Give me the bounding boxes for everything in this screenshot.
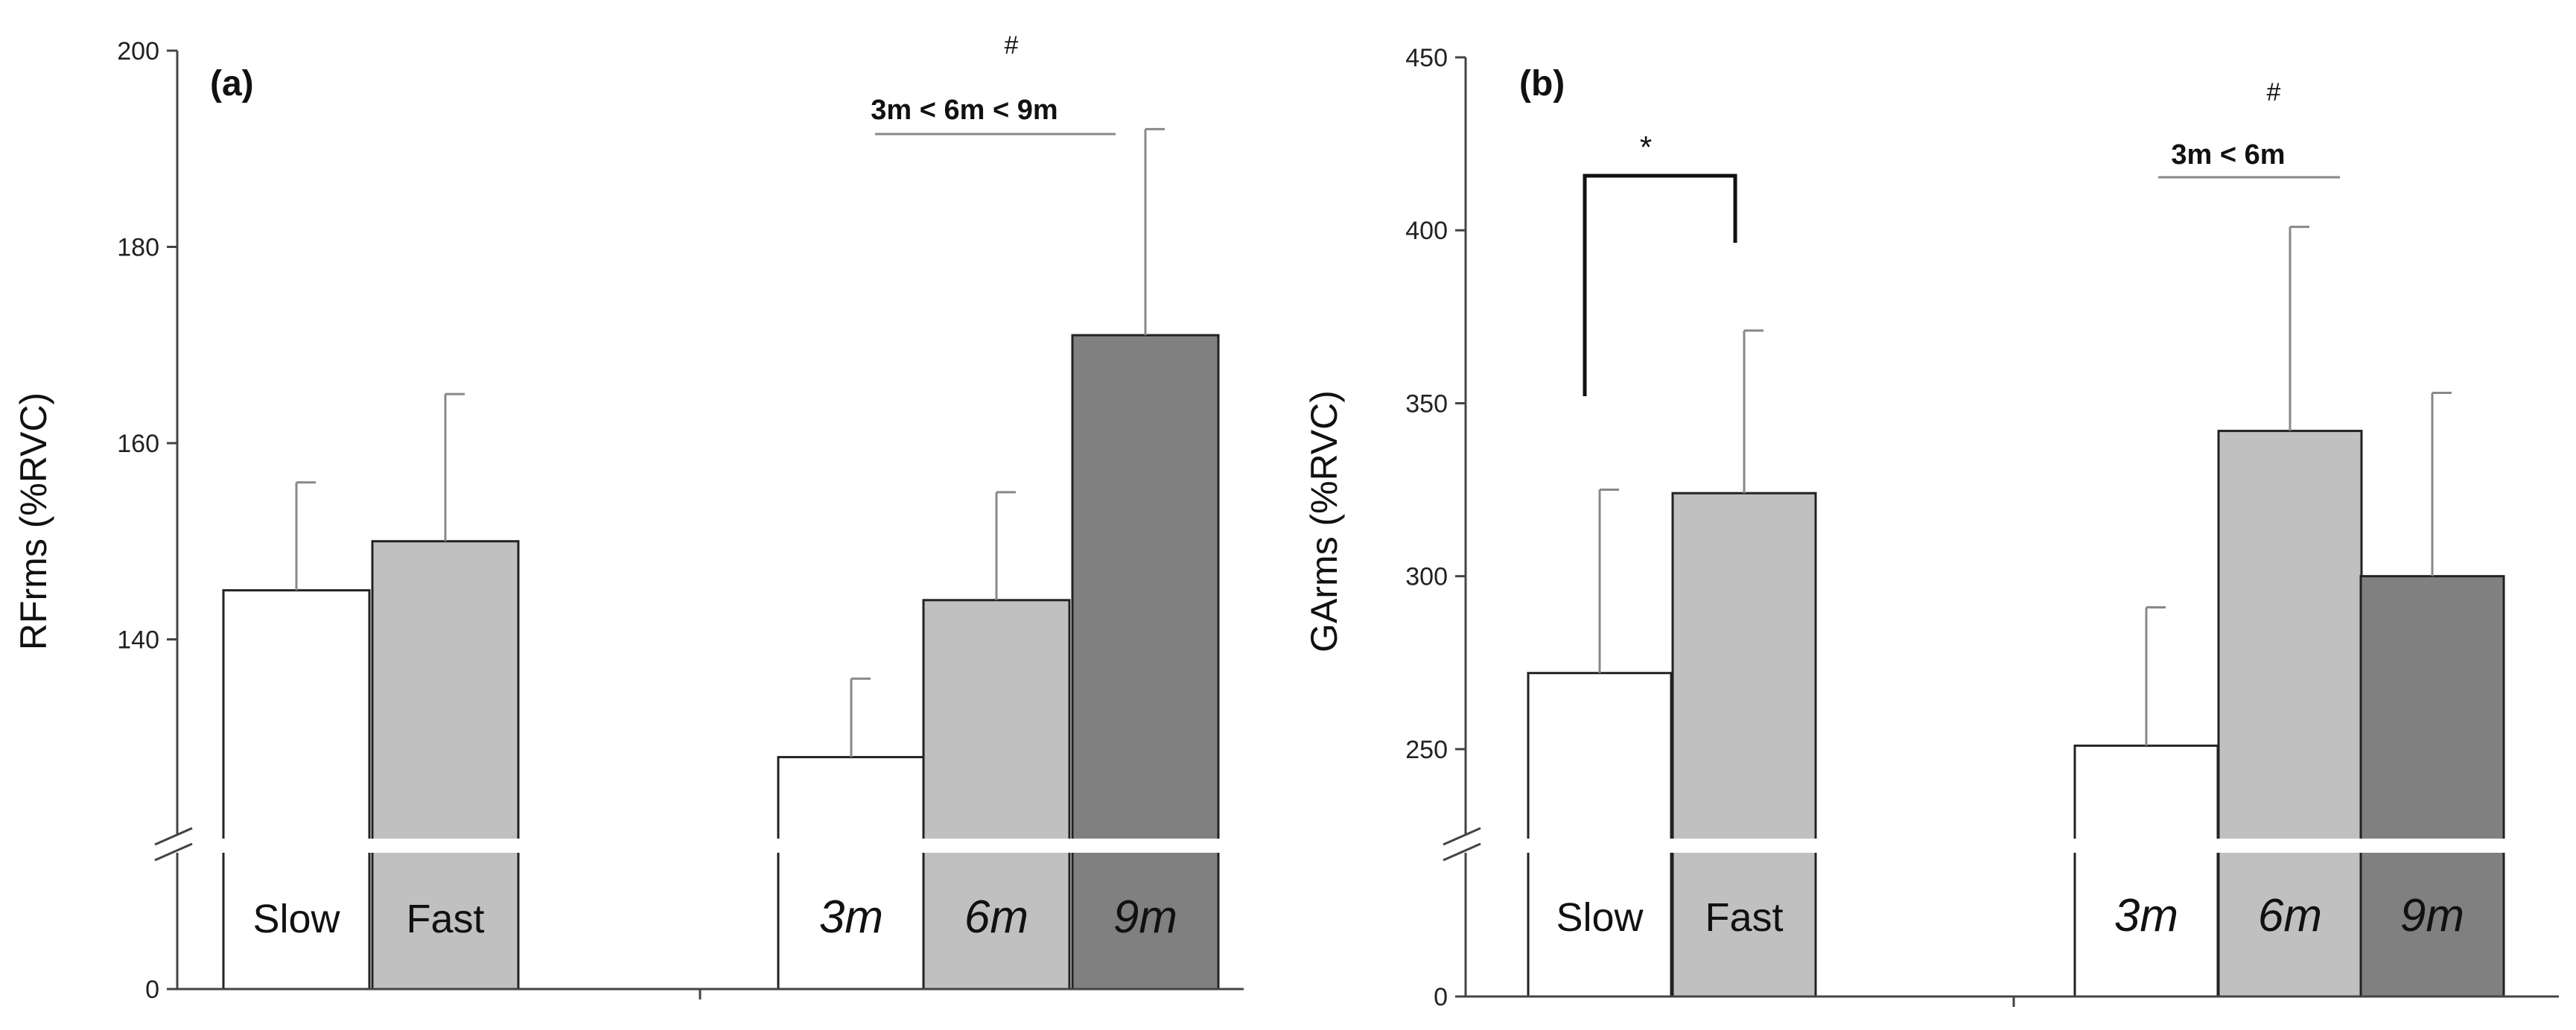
category-label: Fast [406,897,484,941]
bar-3m [2073,744,2219,998]
category-label: 6m [2258,890,2322,941]
bar-slow [222,589,371,991]
category-label: 3m [2114,890,2178,941]
comparison-label: 3m < 6m [2171,139,2285,171]
y-tick-label: 350 [1405,390,1448,418]
axis-break-mark [1443,827,1481,846]
y-tick-label: 0 [145,976,159,1004]
category-label: 6m [964,891,1028,943]
bar-9m [1071,334,1220,991]
y-axis-label: RFrms (%RVC) [13,392,54,650]
axis-break-band [155,839,1251,853]
bar-6m [2217,430,2363,998]
category-label: 3m [819,891,883,943]
category-label: 9m [1113,891,1177,943]
panel-label: (b) [1519,64,1565,104]
y-tick-label: 400 [1405,217,1448,245]
significance-bracket [1583,174,1737,396]
axis-break-mark [154,827,193,846]
bar-fast [1671,492,1817,998]
bar-3m [777,756,926,991]
category-label: Fast [1705,895,1783,940]
chart-panel-a: Slow Fast 3m 6m 9m 0 140 160 180 200 RFrms (%RVC) (… [13,31,1251,1004]
category-label: Slow [1556,895,1644,940]
category-label: 9m [2400,890,2464,941]
y-tick-label: 250 [1405,736,1448,764]
y-tick-label: 160 [117,430,159,458]
y-tick-label: 140 [117,626,159,655]
y-tick-label: 180 [117,234,159,262]
axis-break-mark [154,842,193,862]
panel-label: (a) [210,64,254,104]
y-axis-label: GArms (%RVC) [1303,390,1345,652]
y-tick-label: 300 [1405,563,1448,591]
category-label: Slow [252,897,340,941]
y-tick-label: 0 [1434,983,1448,1011]
axis-break-mark [1443,842,1481,862]
bar-6m [922,599,1071,991]
bar-slow [1527,672,1673,998]
comparison-label: 3m < 6m < 9m [871,95,1058,126]
axis-break-band [1443,839,2566,853]
significance-star: * [1640,130,1652,165]
y-tick-label: 200 [117,37,159,66]
chart-panel-b: Slow Fast 3m 6m 9m 0 250 300 350 400 450 GArms (%RV… [1303,44,2566,1011]
significance-hash: # [1005,31,1019,60]
significance-hash: # [2267,78,2281,107]
y-tick-label: 450 [1405,44,1448,72]
